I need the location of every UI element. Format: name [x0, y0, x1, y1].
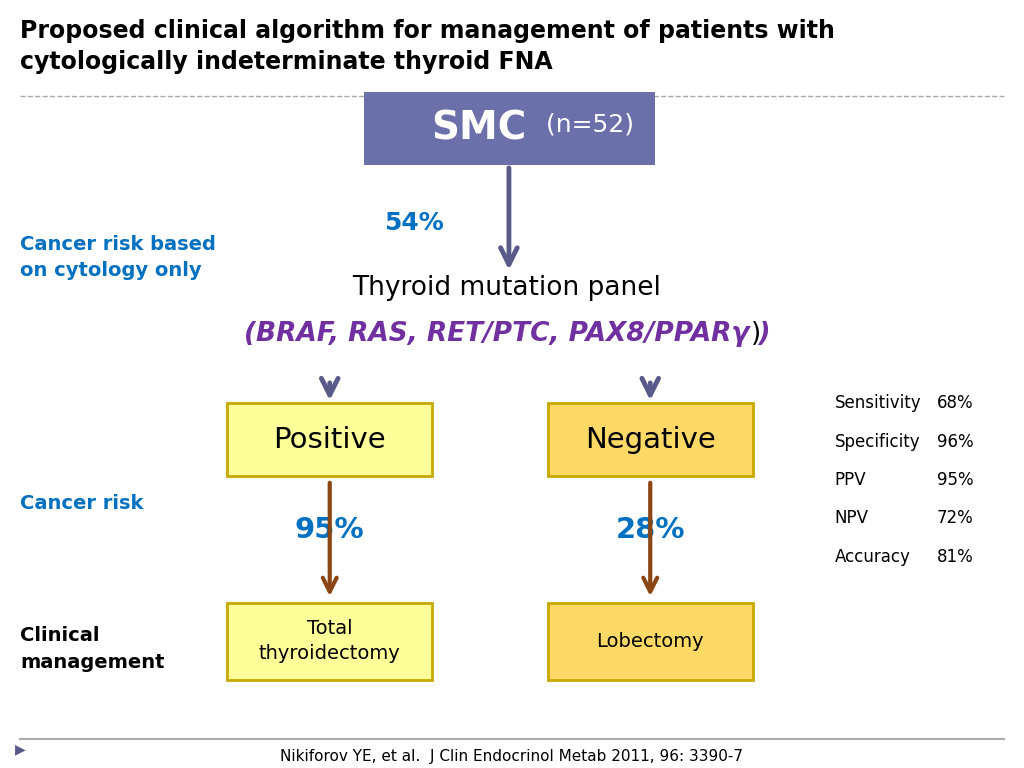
- Text: ): ): [751, 321, 761, 347]
- Text: (n=52): (n=52): [539, 113, 634, 137]
- Text: 81%: 81%: [937, 548, 974, 566]
- Text: 54%: 54%: [384, 210, 443, 235]
- Text: ▶: ▶: [15, 742, 26, 756]
- FancyBboxPatch shape: [364, 92, 655, 165]
- FancyBboxPatch shape: [227, 403, 432, 476]
- Text: NPV: NPV: [835, 509, 868, 528]
- Text: Accuracy: Accuracy: [835, 548, 910, 566]
- Text: Thyroid mutation panel: Thyroid mutation panel: [352, 275, 662, 301]
- Text: Lobectomy: Lobectomy: [596, 632, 705, 650]
- Text: Cancer risk based
on cytology only: Cancer risk based on cytology only: [20, 234, 216, 280]
- Text: cytologically indeterminate thyroid FNA: cytologically indeterminate thyroid FNA: [20, 50, 553, 74]
- Text: Proposed clinical algorithm for management of patients with: Proposed clinical algorithm for manageme…: [20, 19, 836, 43]
- Text: SMC: SMC: [431, 110, 526, 147]
- Text: 96%: 96%: [937, 432, 974, 451]
- Text: 72%: 72%: [937, 509, 974, 528]
- Text: Total
thyroidectomy: Total thyroidectomy: [259, 619, 400, 664]
- Text: Specificity: Specificity: [835, 432, 921, 451]
- FancyBboxPatch shape: [548, 603, 753, 680]
- FancyBboxPatch shape: [548, 403, 753, 476]
- Text: (BRAF, RAS, RET/PTC, PAX8/PPARγ ): (BRAF, RAS, RET/PTC, PAX8/PPARγ ): [244, 321, 770, 347]
- Text: 95%: 95%: [937, 471, 974, 489]
- Text: PPV: PPV: [835, 471, 866, 489]
- Text: 68%: 68%: [937, 394, 974, 412]
- Text: 95%: 95%: [295, 516, 365, 544]
- Text: Sensitivity: Sensitivity: [835, 394, 922, 412]
- Text: Clinical
management: Clinical management: [20, 626, 165, 672]
- FancyBboxPatch shape: [227, 603, 432, 680]
- Text: Nikiforov YE, et al.  J Clin Endocrinol Metab 2011, 96: 3390-7: Nikiforov YE, et al. J Clin Endocrinol M…: [281, 749, 743, 764]
- Text: 28%: 28%: [615, 516, 685, 544]
- Text: Cancer risk: Cancer risk: [20, 494, 143, 512]
- Text: Positive: Positive: [273, 425, 386, 454]
- Text: Negative: Negative: [585, 425, 716, 454]
